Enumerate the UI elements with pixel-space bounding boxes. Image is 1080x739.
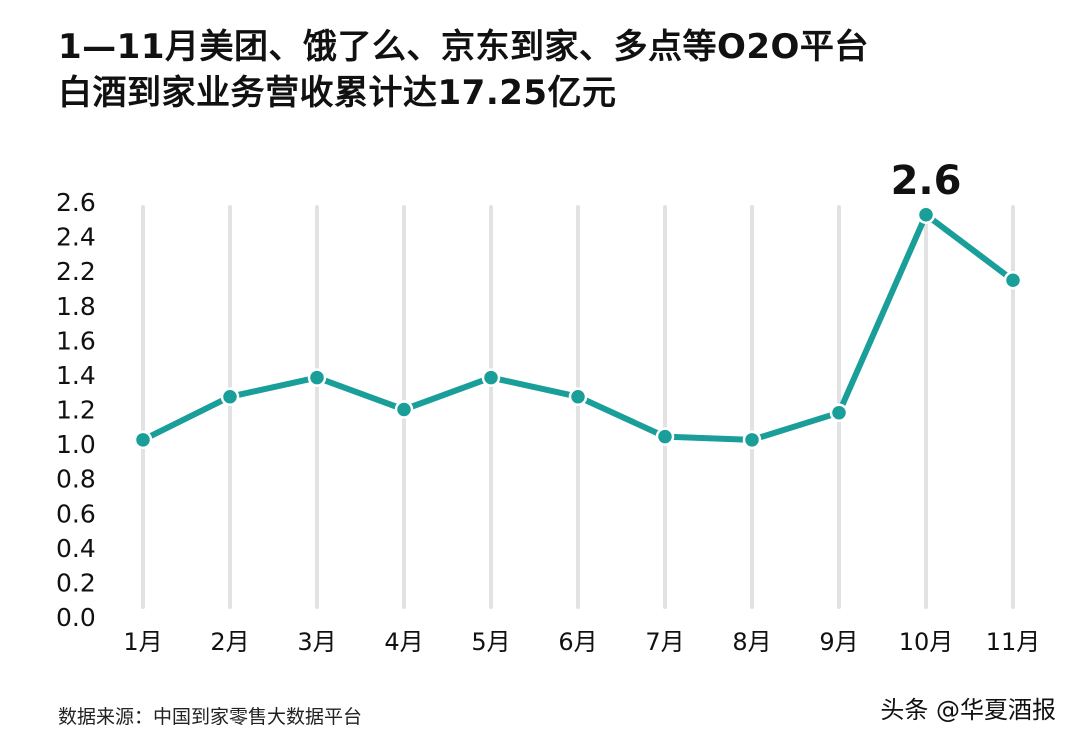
x-tick-label: 2月 [210,628,249,656]
data-point [220,387,240,406]
data-point [568,387,588,406]
y-tick-label: 0.0 [56,603,96,632]
y-tick-label: 0.2 [56,568,96,597]
x-axis-ticks: 1月 2月 3月 4月 5月 6月 7月 8月 9月 10月 11月 [123,628,1040,656]
x-tick-label: 3月 [297,628,336,656]
data-point [481,368,501,387]
y-tick-label: 1.2 [56,396,96,425]
y-tick-label: 0.6 [56,499,96,528]
x-tick-label: 9月 [819,628,858,656]
y-tick-label: 0.8 [56,465,96,494]
data-point [307,368,327,387]
y-tick-label: 2.2 [56,257,96,286]
watermark: 头条 @华夏酒报 [880,696,1056,724]
data-point [394,400,414,419]
data-point [655,427,675,446]
data-points [133,205,1023,450]
y-tick-label: 0.4 [56,534,96,563]
chart-title: 1—11月美团、饿了么、京东到家、多点等O2O平台 白酒到家业务营收累计达17.… [58,24,1038,116]
y-tick-label: 2.4 [56,223,96,252]
y-axis-ticks: 0.0 0.2 0.4 0.6 0.8 1.0 1.2 1.4 1.6 1.8 2.2 2.4 2.6 [56,188,96,632]
data-point [916,205,936,225]
x-tick-label: 5月 [471,628,510,656]
x-tick-label: 8月 [732,628,771,656]
x-tick-label: 7月 [645,628,684,656]
y-tick-label: 2.6 [56,188,96,217]
y-tick-label: 1.8 [56,292,96,321]
chart-title-line-1: 1—11月美团、饿了么、京东到家、多点等O2O平台 [58,27,869,67]
data-point [742,430,762,450]
chart-title-line-2: 白酒到家业务营收累计达17.25亿元 [58,73,617,113]
x-tick-label: 1月 [123,628,162,656]
y-tick-label: 1.0 [56,430,96,459]
x-tick-label: 6月 [558,628,597,656]
x-tick-label: 4月 [384,628,423,656]
peak-annotation: 2.6 [891,158,962,204]
annotations: 2.6 [891,158,962,204]
x-tick-label: 10月 [899,628,954,656]
data-source-note: 数据来源：中国到家零售大数据平台 [58,706,363,728]
y-tick-label: 1.6 [56,326,96,355]
x-tick-label: 11月 [986,628,1041,656]
data-point [829,403,849,422]
grid-lines [141,205,1015,609]
data-point [1003,270,1023,290]
data-point [133,430,153,450]
y-tick-label: 1.4 [56,361,96,390]
